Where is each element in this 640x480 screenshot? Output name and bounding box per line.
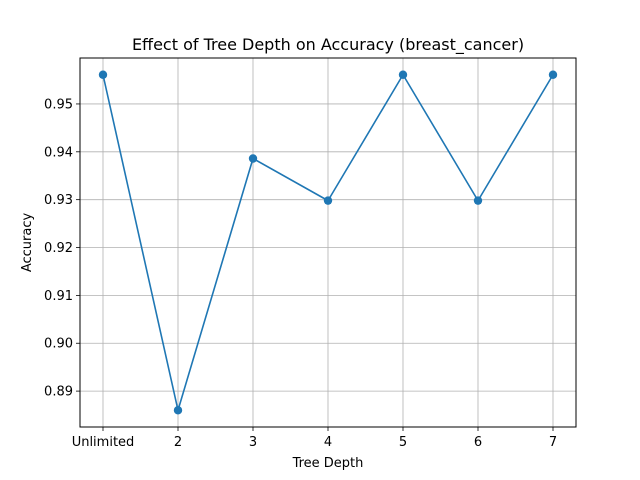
y-tick-label: 0.93 (44, 193, 73, 208)
y-tick-label: 0.95 (44, 97, 73, 112)
x-tick-label: 7 (549, 435, 557, 450)
y-tick-label: 0.91 (44, 289, 73, 304)
x-tick-label: 5 (399, 435, 407, 450)
ticks: Unlimited 2 3 4 5 6 7 0.89 0.90 0.91 0.92 0.93 0.94 0… (44, 97, 557, 450)
data-point (323, 196, 333, 205)
data-point (398, 70, 408, 79)
x-tick-label: 4 (324, 435, 332, 450)
grid (80, 58, 576, 427)
y-tick-label: 0.89 (44, 385, 73, 400)
data-point (548, 70, 558, 79)
y-tick-label: 0.92 (44, 241, 73, 256)
y-tick-label: 0.90 (44, 337, 73, 352)
data-point (173, 406, 183, 415)
data-point (98, 70, 108, 79)
x-tick-label: 2 (174, 435, 182, 450)
x-axis-label: Tree Depth (292, 456, 364, 471)
y-axis-label: Accuracy (20, 213, 35, 273)
data-point (248, 154, 258, 163)
x-tick-label: 6 (474, 435, 482, 450)
y-tick-label: 0.94 (44, 145, 73, 160)
data-point (473, 196, 483, 205)
x-tick-label: Unlimited (72, 435, 135, 450)
chart-title: Effect of Tree Depth on Accuracy (breast… (132, 35, 524, 55)
x-tick-label: 3 (249, 435, 257, 450)
series-layer (98, 70, 558, 415)
